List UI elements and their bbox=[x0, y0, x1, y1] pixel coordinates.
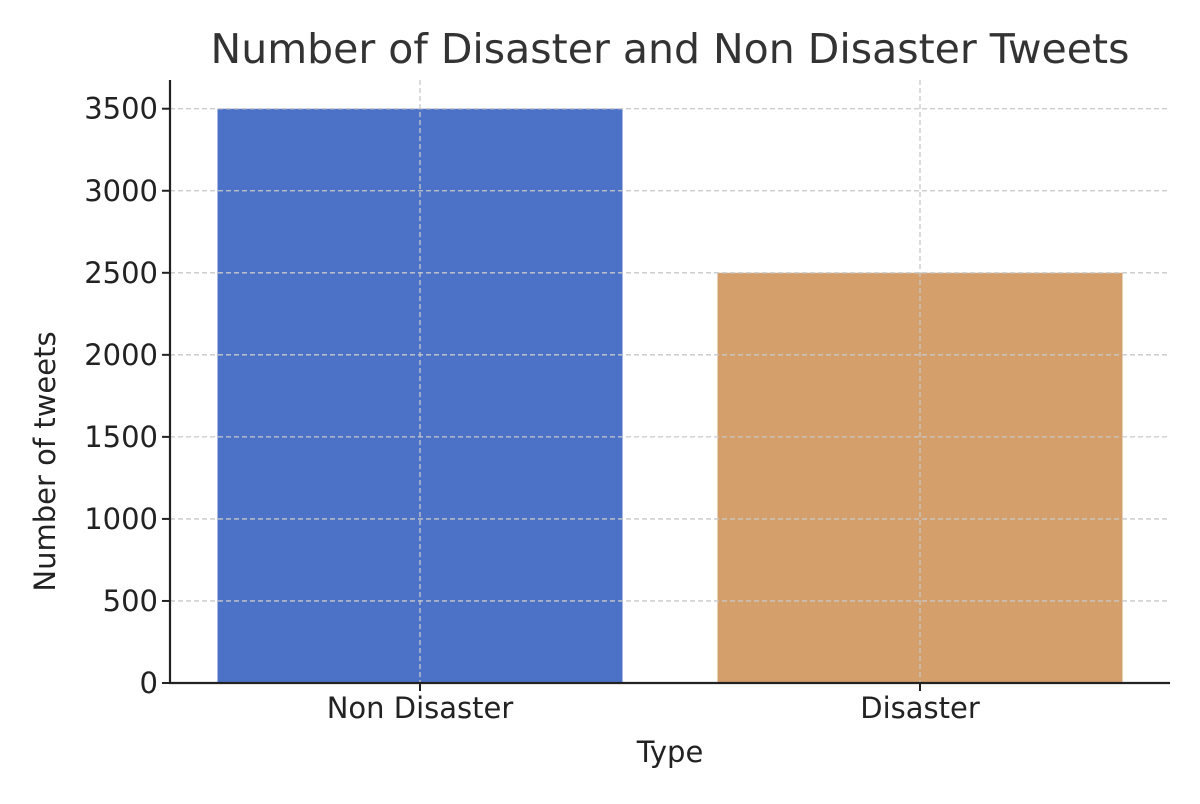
y-tick-label: 2000 bbox=[84, 338, 158, 372]
axes bbox=[168, 80, 1170, 685]
bar-disaster bbox=[717, 272, 1123, 683]
chart-title: Number of Disaster and Non Disaster Twee… bbox=[211, 25, 1130, 73]
y-tick-label: 1500 bbox=[84, 420, 158, 454]
y-tick-label: 1000 bbox=[84, 502, 158, 536]
y-tick-label: 2500 bbox=[84, 256, 158, 290]
x-tick-label: Disaster bbox=[860, 691, 980, 725]
y-tick-label: 0 bbox=[140, 666, 158, 700]
y-tick-label: 3000 bbox=[84, 174, 158, 208]
y-tick-label: 3500 bbox=[84, 92, 158, 126]
y-tick-label: 500 bbox=[103, 584, 158, 618]
bars bbox=[217, 108, 1123, 683]
y-axis-title: Number of tweets bbox=[28, 331, 62, 591]
x-tick-label: Non Disaster bbox=[327, 691, 514, 725]
grid bbox=[170, 80, 1170, 683]
x-axis-title: Type bbox=[636, 735, 704, 769]
ticks: 0 500 1000 1500 2000 2500 3000 3500 Non Disaster… bbox=[84, 92, 980, 725]
